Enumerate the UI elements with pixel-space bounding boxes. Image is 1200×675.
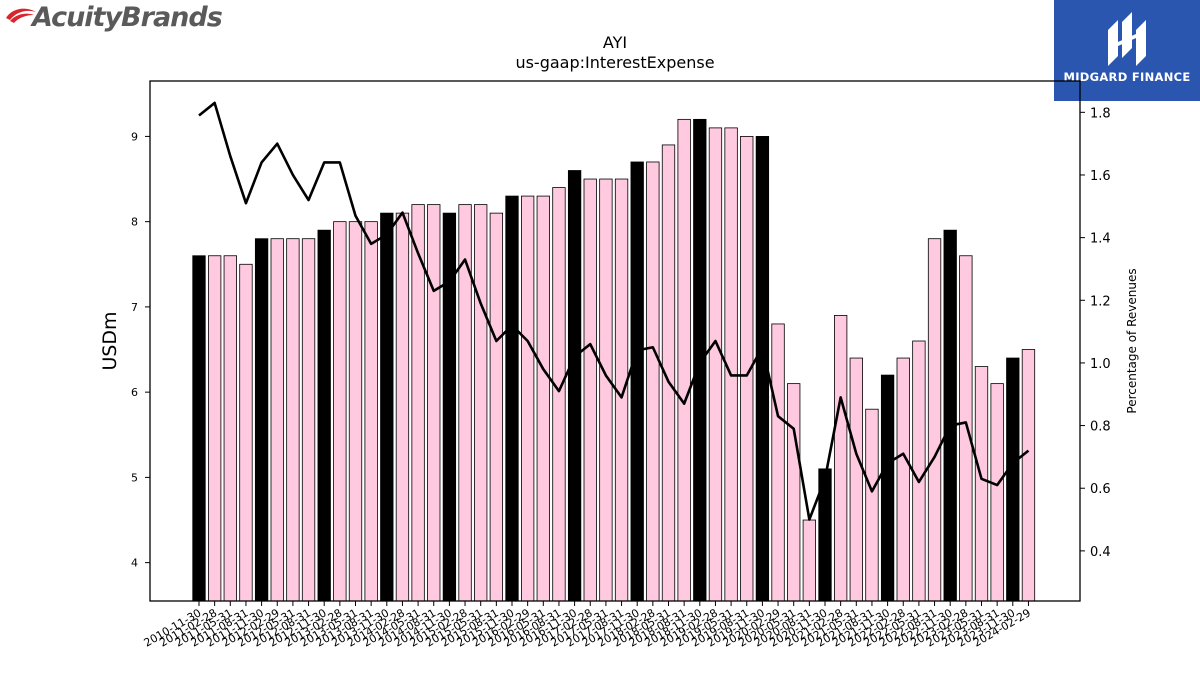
bar bbox=[301, 238, 316, 602]
bar bbox=[505, 195, 519, 602]
bar bbox=[630, 161, 644, 602]
bar bbox=[536, 195, 550, 602]
bar bbox=[442, 212, 457, 602]
acuity-brands-wordmark: AcuityBrands bbox=[32, 2, 223, 33]
bar bbox=[943, 229, 957, 602]
y-tick-label: 5 bbox=[131, 471, 138, 484]
bar bbox=[787, 383, 801, 602]
bar bbox=[959, 255, 973, 602]
chart-subtitle: us-gaap:InterestExpense bbox=[515, 53, 714, 72]
y-tick-label: 4 bbox=[131, 557, 138, 570]
line-series bbox=[198, 101, 1030, 521]
bar bbox=[521, 195, 535, 602]
bar bbox=[771, 323, 785, 602]
bar bbox=[677, 118, 691, 602]
y-right-tick-label: 0.6 bbox=[1090, 482, 1111, 497]
bar bbox=[427, 204, 441, 602]
y-right-tick-label: 1.4 bbox=[1090, 232, 1111, 247]
bar bbox=[239, 263, 253, 602]
y-right-tick-label: 0.4 bbox=[1090, 545, 1111, 560]
bar bbox=[317, 229, 331, 602]
bar bbox=[270, 238, 284, 602]
bar bbox=[286, 238, 300, 602]
y-tick-label: 6 bbox=[131, 386, 138, 399]
y-tick-label: 9 bbox=[131, 130, 138, 143]
acuity-swoosh-icon bbox=[6, 8, 36, 23]
bar bbox=[865, 408, 879, 602]
x-axis: 2010-11-302011-02-282011-05-312011-08-31… bbox=[142, 601, 1033, 650]
bar bbox=[849, 357, 863, 602]
bar bbox=[912, 340, 926, 602]
bar bbox=[489, 212, 504, 602]
bar bbox=[1006, 357, 1020, 602]
bar bbox=[348, 221, 363, 602]
bar bbox=[333, 221, 347, 602]
y-right-tick-label: 1.8 bbox=[1090, 106, 1111, 121]
bar bbox=[395, 212, 410, 602]
chart-title: AYI bbox=[603, 33, 627, 52]
bar bbox=[927, 238, 942, 602]
bar bbox=[583, 178, 597, 602]
y-right-tick-label: 1.2 bbox=[1090, 294, 1111, 309]
midgard-logo-icon bbox=[1108, 12, 1146, 66]
plot-frame bbox=[149, 80, 1081, 602]
acuity-brands-logo: AcuityBrands bbox=[4, 2, 234, 38]
bar bbox=[223, 255, 237, 602]
bar bbox=[552, 187, 566, 602]
y-axis-label: USDm bbox=[99, 311, 121, 370]
bar bbox=[896, 357, 910, 602]
left-axis: 4 5 6 7 8 9 bbox=[131, 130, 150, 570]
revenue-percentage-line bbox=[198, 101, 1030, 521]
bar bbox=[834, 315, 848, 602]
y-right-tick-label: 0.8 bbox=[1090, 420, 1111, 435]
bar bbox=[380, 212, 394, 602]
bar bbox=[254, 238, 269, 602]
right-axis: 0.4 0.6 0.8 1.0 1.2 1.4 1.6 1.8 bbox=[1080, 106, 1111, 560]
bar bbox=[646, 161, 660, 602]
bar bbox=[990, 383, 1004, 602]
y-tick-label: 7 bbox=[131, 301, 138, 314]
y-tick-label: 8 bbox=[131, 216, 138, 229]
bar bbox=[880, 374, 895, 602]
y-right-tick-label: 1.0 bbox=[1090, 357, 1111, 372]
bar bbox=[802, 519, 816, 602]
bar bbox=[364, 221, 378, 602]
midgard-finance-badge: MIDGARD FINANCE bbox=[1054, 0, 1200, 101]
bar bbox=[567, 170, 582, 602]
y-right-tick-label: 1.6 bbox=[1090, 169, 1111, 184]
bar bbox=[1021, 349, 1036, 602]
y-axis-right-label: Percentage of Revenues bbox=[1125, 268, 1139, 413]
bar bbox=[974, 366, 989, 602]
bar bbox=[192, 255, 206, 602]
bar bbox=[693, 118, 707, 602]
bar bbox=[207, 255, 222, 602]
bar bbox=[474, 204, 488, 602]
bar bbox=[599, 178, 613, 602]
bar-series bbox=[192, 118, 1036, 602]
midgard-finance-label: MIDGARD FINANCE bbox=[1063, 70, 1191, 84]
bar bbox=[708, 127, 723, 602]
